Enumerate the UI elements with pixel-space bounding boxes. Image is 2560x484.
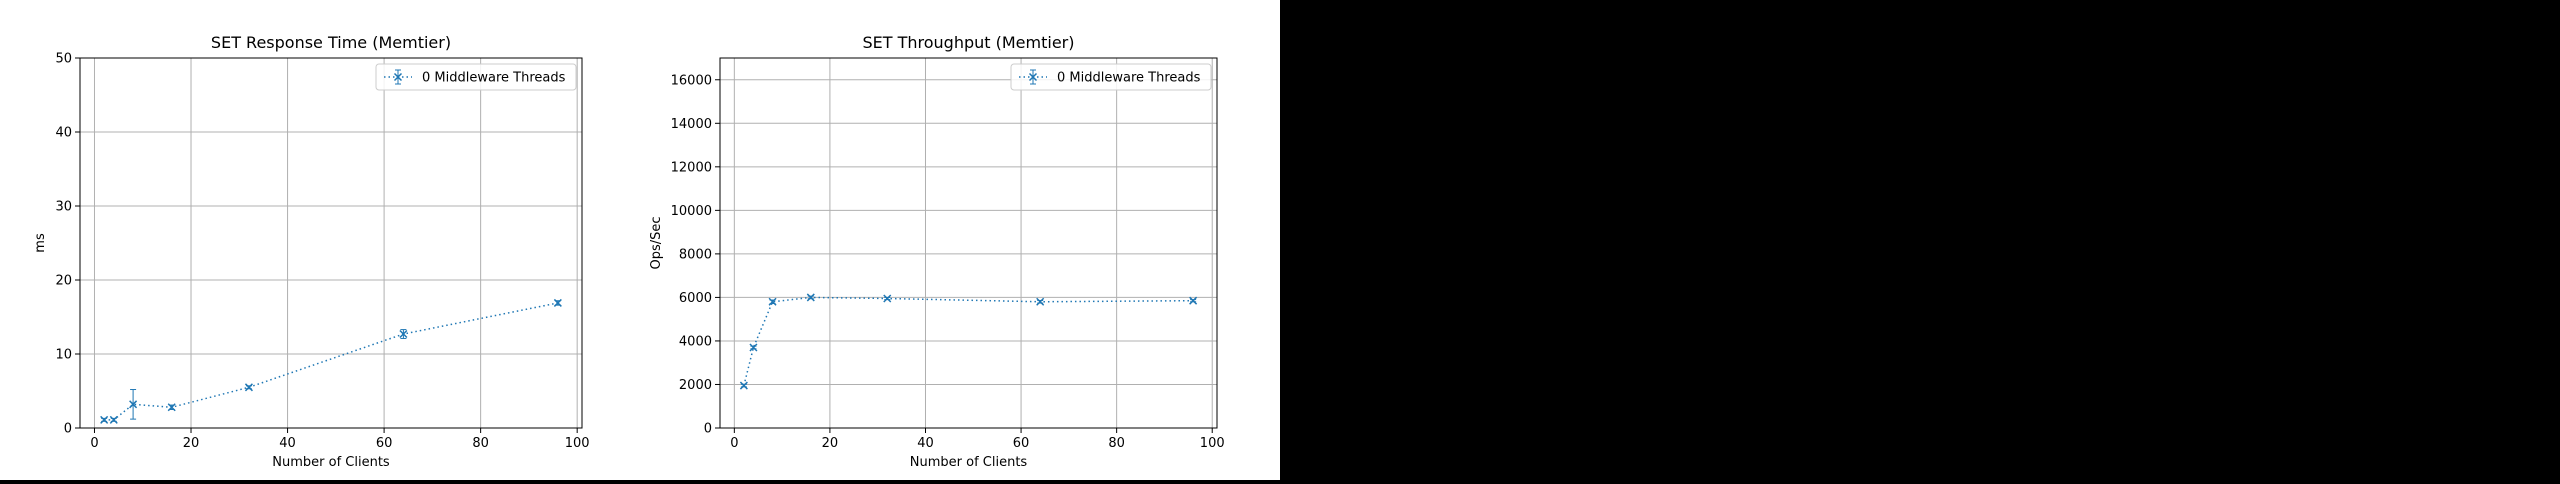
plot-frame xyxy=(719,57,1218,429)
y-tick-label: 6000 xyxy=(679,291,712,306)
x-tick-label: 0 xyxy=(90,436,98,451)
series-line xyxy=(743,296,1194,386)
y-tick-label: 4000 xyxy=(679,334,712,349)
data-point xyxy=(1189,296,1198,305)
data-point xyxy=(100,415,109,424)
data-point xyxy=(129,400,138,409)
y-tick-label: 40 xyxy=(55,126,72,141)
y-tick-label: 0 xyxy=(64,422,72,437)
data-point xyxy=(883,294,892,303)
x-tick-label: 20 xyxy=(183,436,200,451)
x-tick-label: 100 xyxy=(565,436,590,451)
x-tick-label: 60 xyxy=(376,436,393,451)
chart-title: SET Response Time (Memtier) xyxy=(211,33,451,52)
data-point xyxy=(768,297,777,306)
y-tick-label: 0 xyxy=(704,422,712,437)
x-tick-label: 80 xyxy=(1108,436,1125,451)
data-point xyxy=(399,329,408,339)
plot-frame xyxy=(79,57,583,429)
y-tick-label: 14000 xyxy=(671,117,712,132)
data-point xyxy=(109,415,118,424)
x-tick-label: 40 xyxy=(917,436,934,451)
y-tick-label: 10 xyxy=(55,348,72,363)
figure-canvas: 0 20 40 60 80 100 0 10 20 30 40 50 SET Response Time… xyxy=(0,0,1280,480)
y-tick-label: 30 xyxy=(55,200,72,215)
legend-marker-sample xyxy=(1028,72,1038,82)
x-tick-label: 40 xyxy=(279,436,296,451)
y-tick-label: 10000 xyxy=(671,204,712,219)
data-point xyxy=(739,381,748,390)
y-tick-label: 2000 xyxy=(679,378,712,393)
y-tick-label: 16000 xyxy=(671,73,712,88)
legend-box xyxy=(1010,63,1212,91)
x-tick-label: 0 xyxy=(730,436,738,451)
y-tick-label: 50 xyxy=(55,52,72,67)
chart-response-time: 0 20 40 60 80 100 0 10 20 30 40 50 SET Response Time… xyxy=(33,33,590,470)
figure-svg: 0 20 40 60 80 100 0 10 20 30 40 50 SET Response Time… xyxy=(33,33,1225,470)
data-point xyxy=(167,403,176,412)
x-tick-label: 60 xyxy=(1013,436,1030,451)
data-point xyxy=(553,298,562,307)
legend-box xyxy=(375,63,577,91)
x-tick-label: 20 xyxy=(822,436,839,451)
y-tick-label: 20 xyxy=(55,274,72,289)
series-line xyxy=(104,302,559,421)
data-point xyxy=(1036,297,1045,306)
legend-marker-sample xyxy=(393,72,403,82)
chart-throughput: 0 20 40 60 80 100 0 2000 4000 6000 8000 10000 12000 1… xyxy=(649,33,1225,470)
data-point xyxy=(244,383,253,392)
x-axis-label: Number of Clients xyxy=(910,455,1028,470)
x-tick-label: 80 xyxy=(472,436,489,451)
y-tick-label: 8000 xyxy=(679,247,712,262)
chart-title: SET Throughput (Memtier) xyxy=(862,33,1074,52)
y-axis-label: ms xyxy=(33,233,48,253)
data-point xyxy=(749,343,758,352)
x-tick-label: 100 xyxy=(1200,436,1225,451)
y-axis-label: Ops/Sec xyxy=(649,216,664,269)
y-tick-label: 12000 xyxy=(671,160,712,175)
legend-label: 0 Middleware Threads xyxy=(1057,71,1201,86)
data-point xyxy=(806,293,815,302)
x-axis-label: Number of Clients xyxy=(272,455,390,470)
legend-label: 0 Middleware Threads xyxy=(422,71,566,86)
